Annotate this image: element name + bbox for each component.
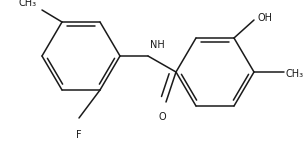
Text: CH₃: CH₃ [286, 69, 304, 79]
Text: NH: NH [150, 40, 165, 50]
Text: OH: OH [257, 13, 272, 23]
Text: O: O [158, 112, 166, 122]
Text: CH₃: CH₃ [19, 0, 37, 8]
Text: F: F [76, 130, 82, 140]
